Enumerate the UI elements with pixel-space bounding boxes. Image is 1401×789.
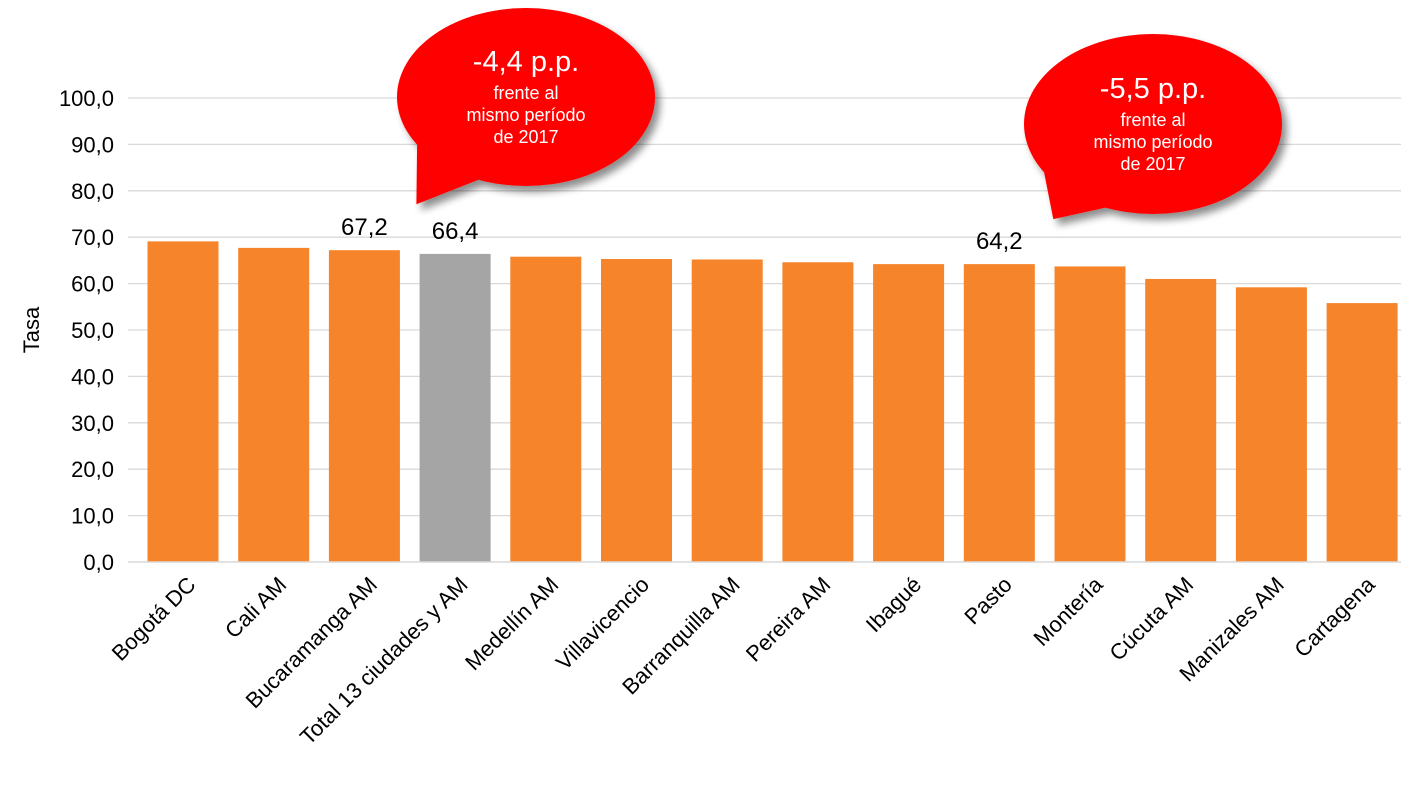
y-tick-label: 60,0 [71,272,114,297]
bar-villavicencio [601,259,672,562]
callout-ellipse [397,8,655,186]
x-tick-label-bogota-dc: Bogotá DC [107,572,201,666]
bar-pereira-am [782,262,854,562]
x-tick-label-cucuta-am: Cúcuta AM [1104,572,1198,666]
x-tick-label-medellin-am: Medellín AM [460,572,563,675]
y-tick-label: 80,0 [71,179,114,204]
y-tick-label: 0,0 [83,550,114,575]
data-label-pasto: 64,2 [976,228,1023,255]
data-labels: 67,2 66,4 64,2 [341,214,1023,255]
x-tick-label-pasto: Pasto [959,572,1016,629]
callout-text-line: frente al [493,83,558,103]
bar-manizales-am [1235,287,1307,562]
bar-ibague [873,264,945,562]
bar-barranquilla-am [691,259,763,562]
bar-cali-am [238,247,310,562]
callout-text-line: de 2017 [493,127,558,147]
bar-monteria [1054,266,1126,562]
bar-bogota-dc [147,241,219,562]
x-tick-label-cali-am: Cali AM [220,572,291,643]
callout-text-line: mismo período [466,105,585,125]
bar-bucaramanga-am [328,250,400,562]
callout-headline: -4,4 p.p. [473,46,579,78]
y-tick-label: 100,0 [59,86,114,111]
x-tick-label-cartagena: Cartagena [1289,571,1380,662]
y-tick-label: 10,0 [71,504,114,529]
bar-cartagena [1326,303,1398,562]
y-tick-label: 20,0 [71,457,114,482]
callout-text-line: mismo período [1093,132,1212,152]
bar-total-13-ciudades-y-am [419,253,491,563]
data-label-total-13-ciudades-y-am: 66,4 [432,218,479,245]
bar-medellin-am [510,256,582,562]
data-label-bucaramanga-am: 67,2 [341,214,388,241]
x-tick-label-pereira-am: Pereira AM [741,572,836,667]
x-tick-label-monteria: Montería [1028,571,1108,651]
y-axis-tick-labels: 0,0 10,0 20,0 30,0 40,0 50,0 60,0 70,0 80,0 90,0 1… [59,86,114,575]
y-tick-label: 70,0 [71,225,114,250]
bar-pasto [963,264,1035,562]
callout-text-line: de 2017 [1120,154,1185,174]
callout-ellipse [1024,34,1282,214]
y-tick-label: 40,0 [71,364,114,389]
y-tick-label: 30,0 [71,411,114,436]
callout-headline: -5,5 p.p. [1100,73,1206,105]
callout-text-line: frente al [1120,110,1185,130]
x-tick-label-total-13-ciudades-y-am: Total 13 ciudades y AM [295,572,473,750]
bar-cucuta-am [1145,278,1217,562]
x-tick-label-ibague: Ibagué [861,572,926,637]
y-tick-label: 50,0 [71,318,114,343]
bars [147,241,1398,563]
y-axis-title: Tasa [19,306,44,353]
callout-tail [416,144,479,205]
y-tick-label: 90,0 [71,132,114,157]
